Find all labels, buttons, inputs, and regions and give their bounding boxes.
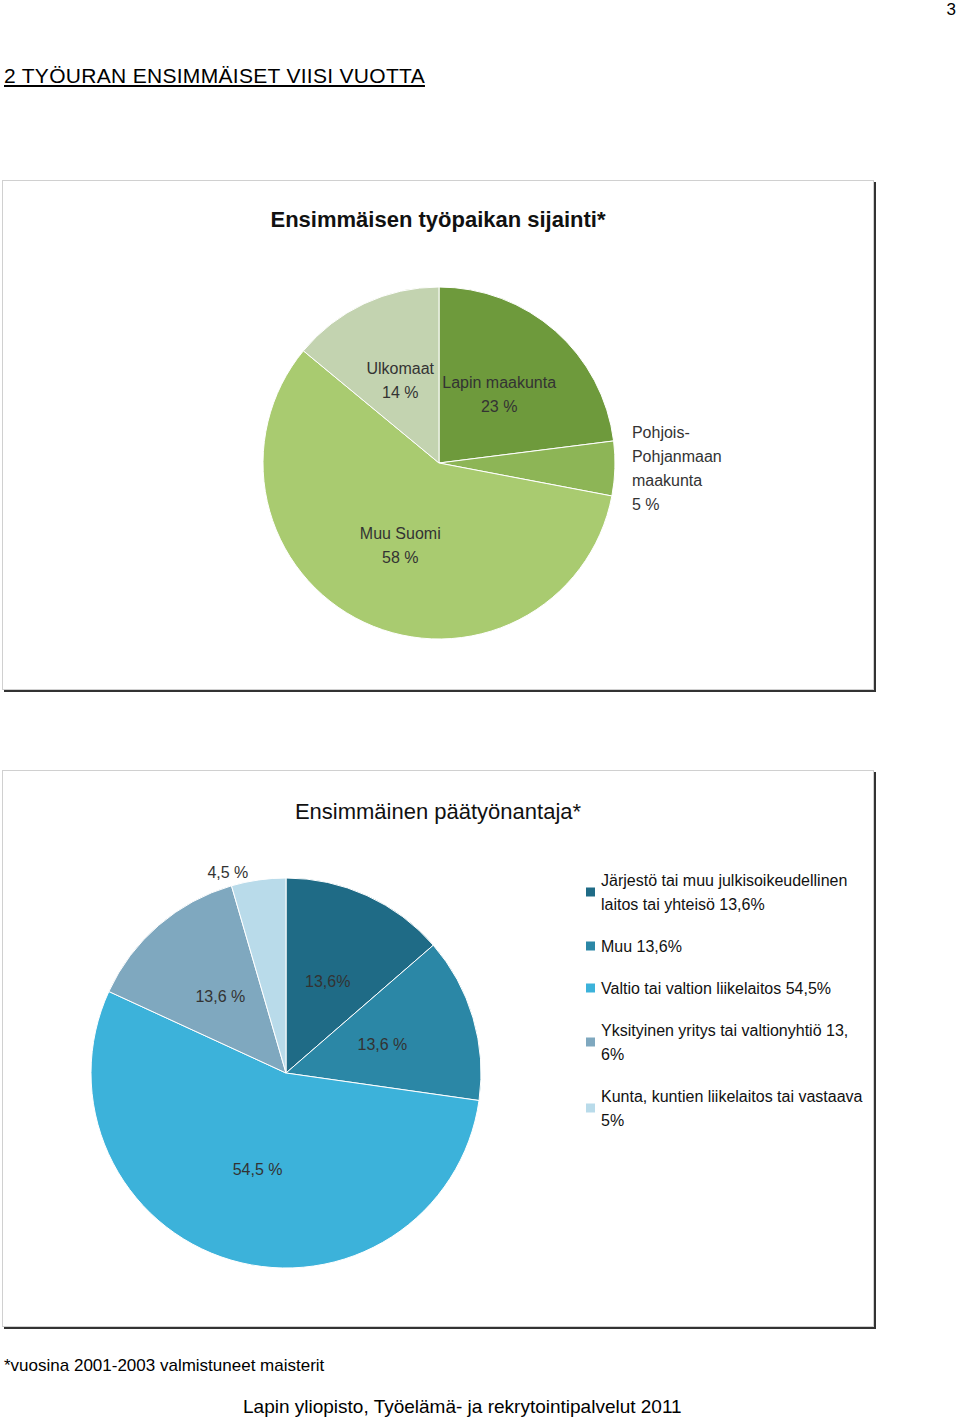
svg-text:Muu Suomi: Muu Suomi [360, 525, 441, 542]
svg-text:Valtio tai valtion liikelaitos: Valtio tai valtion liikelaitos 54,5% [601, 980, 831, 997]
svg-text:Pohjois-: Pohjois- [632, 424, 690, 441]
svg-text:13,6 %: 13,6 % [195, 988, 245, 1005]
svg-text:Muu 13,6%: Muu 13,6% [601, 938, 682, 955]
html-text:Lapin yliopisto, Työelämä- ja: Lapin yliopisto, Työelämä- ja rekrytoint… [243, 1396, 682, 1417]
svg-text:laitos tai yhteisö 13,6%: laitos tai yhteisö 13,6% [601, 896, 765, 913]
svg-text:Kunta, kuntien liikelaitos tai: Kunta, kuntien liikelaitos tai vastaava [601, 1088, 867, 1105]
svg-text:14 %: 14 % [382, 384, 418, 401]
svg-text:Lapin maakunta: Lapin maakunta [442, 374, 556, 391]
svg-text:Ensimmäisen työpaikan sijainti: Ensimmäisen työpaikan sijainti* [270, 207, 605, 232]
svg-text:5%: 5% [601, 1112, 624, 1129]
html-text:3: 3 [946, 0, 956, 19]
svg-text:54,5 %: 54,5 % [233, 1161, 283, 1178]
svg-text:13,6 %: 13,6 % [357, 1036, 407, 1053]
svg-text:Järjestö tai muu julkisoikeude: Järjestö tai muu julkisoikeudellinen [601, 872, 852, 889]
svg-text:13,6%: 13,6% [305, 973, 350, 990]
svg-text:23 %: 23 % [481, 398, 517, 415]
svg-text:58 %: 58 % [382, 549, 418, 566]
html-text:*vuosina 2001-2003 valmistunee: *vuosina 2001-2003 valmistuneet maisteri… [4, 1356, 325, 1375]
svg-text:Ulkomaat: Ulkomaat [366, 360, 434, 377]
svg-text:maakunta: maakunta [632, 472, 702, 489]
svg-text:Yksityinen yritys tai valtiony: Yksityinen yritys tai valtionyhtiö 13, [601, 1022, 848, 1039]
svg-text:Pohjanmaan: Pohjanmaan [632, 448, 722, 465]
svg-text:5 %: 5 % [632, 496, 660, 513]
svg-text:Ensimmäinen päätyönantaja*: Ensimmäinen päätyönantaja* [295, 799, 582, 824]
svg-text:6%: 6% [601, 1046, 624, 1063]
svg-text:4,5 %: 4,5 % [207, 864, 248, 881]
html-text:2 TYÖURAN ENSIMMÄISET VIISI VU: 2 TYÖURAN ENSIMMÄISET VIISI VUOTTA [4, 64, 425, 87]
